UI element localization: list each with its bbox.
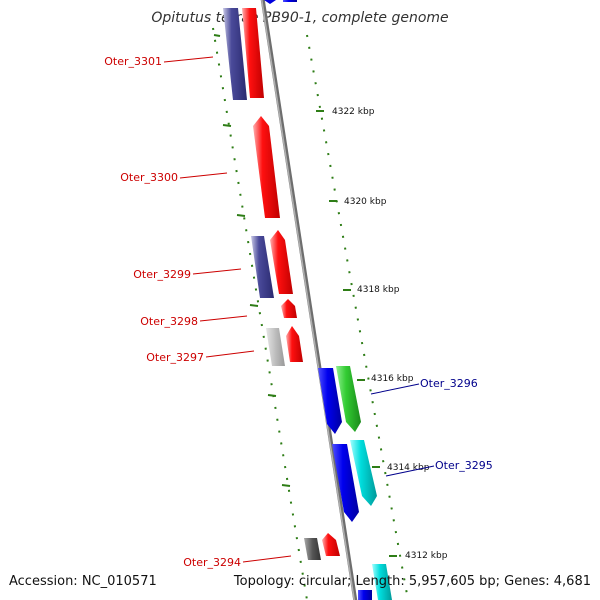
cog-feature[interactable] <box>372 564 392 600</box>
genome-summary-text: Topology: circular; Length: 5,957,605 bp… <box>233 574 591 589</box>
gene-feature[interactable] <box>253 116 280 218</box>
major-ticks <box>213 34 397 557</box>
gene-feature[interactable] <box>281 299 297 318</box>
gene-label-oter-3294[interactable]: Oter_3294 <box>183 556 241 569</box>
gene-feature[interactable] <box>318 368 342 434</box>
scale-label: 4312 kbp <box>405 551 448 561</box>
gene-label-oter-3296[interactable]: Oter_3296 <box>420 377 478 390</box>
gene-feature[interactable] <box>286 326 303 362</box>
label-connectors <box>163 56 435 563</box>
genome-backbone-highlight <box>261 0 355 600</box>
gene-feature[interactable] <box>322 533 340 556</box>
cog-feature[interactable] <box>251 236 274 298</box>
gene-feature[interactable] <box>270 230 293 294</box>
accession-text: Accession: NC_010571 <box>9 574 157 589</box>
scale-label: 4320 kbp <box>344 197 387 207</box>
cog-feature[interactable] <box>266 328 285 366</box>
gene-feature[interactable] <box>332 444 359 522</box>
gene-label-oter-3297[interactable]: Oter_3297 <box>146 351 204 364</box>
gene-feature[interactable] <box>283 0 297 2</box>
gene-label-oter-3300[interactable]: Oter_3300 <box>120 171 178 184</box>
gene-feature[interactable] <box>264 0 276 4</box>
gene-label-oter-3295[interactable]: Oter_3295 <box>435 459 493 472</box>
cog-feature[interactable] <box>223 8 247 100</box>
gene-feature[interactable] <box>358 590 372 600</box>
cog-feature[interactable] <box>304 538 321 560</box>
scale-label: 4322 kbp <box>332 107 375 117</box>
inner-tick-ring <box>306 34 409 600</box>
cog-feature[interactable] <box>350 440 377 506</box>
gene-label-oter-3299[interactable]: Oter_3299 <box>133 268 191 281</box>
cog-feature[interactable] <box>336 366 361 432</box>
scale-label: 4316 kbp <box>371 374 414 384</box>
scale-label: 4314 kbp <box>387 463 430 473</box>
genome-backbone <box>260 0 358 600</box>
outer-tick-ring <box>212 27 308 600</box>
gene-feature[interactable] <box>242 8 264 98</box>
gene-label-oter-3298[interactable]: Oter_3298 <box>140 315 198 328</box>
scale-label: 4318 kbp <box>357 285 400 295</box>
gene-label-oter-3301[interactable]: Oter_3301 <box>104 55 162 68</box>
